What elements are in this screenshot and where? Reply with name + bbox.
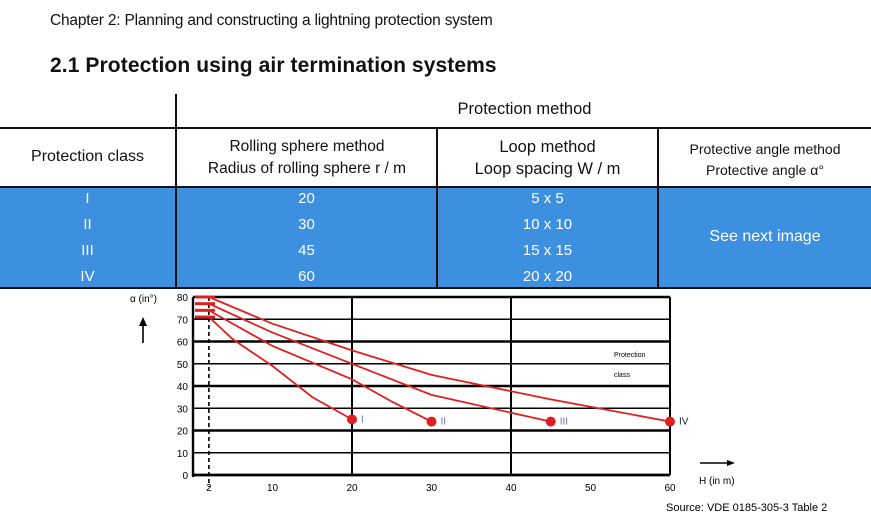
series-line-II: [208, 309, 432, 423]
chart-labels: α (in°) H (in m) Protection class Source…: [130, 294, 827, 514]
header-rolling-title: Rolling sphere method: [229, 138, 385, 155]
series-label: I: [361, 414, 364, 425]
class-start-marker: [195, 315, 215, 319]
radius-cell: 30: [298, 216, 315, 233]
class-cell: II: [83, 216, 92, 233]
class-start-marker: [195, 295, 215, 299]
table-divider: [175, 94, 177, 288]
class-cell: III: [81, 242, 94, 259]
y-tick-label: 80: [177, 293, 189, 304]
series-label: IV: [679, 417, 689, 428]
x-tick-label: 30: [426, 483, 438, 494]
table-divider: [0, 186, 871, 188]
y-tick-label: 60: [177, 338, 189, 349]
header-angle-unit: Protective angle α°: [706, 162, 824, 178]
loop-cell: 15 x 15: [522, 242, 573, 259]
series-line-I: [208, 316, 353, 421]
loop-cell: 5 x 5: [531, 190, 564, 207]
header-angle-title: Protective angle method: [689, 141, 841, 157]
loop-cell: 10 x 10: [522, 216, 573, 233]
legend-title: Protection: [614, 352, 646, 359]
section-title: 2.1 Protection using air termination sys…: [50, 54, 497, 77]
radius-cell: 45: [298, 242, 315, 259]
table-highlight-band: [0, 186, 871, 288]
series-endpoint-I: [347, 414, 357, 425]
series-label: III: [560, 417, 568, 428]
header-loop: Loop method Loop spacing W / m: [438, 137, 657, 179]
y-tick-label: 0: [182, 471, 188, 482]
class-cell: I: [85, 190, 90, 207]
chapter-title: Chapter 2: Planning and constructing a l…: [50, 12, 493, 29]
chart-lines: [195, 295, 675, 427]
class-cell: IV: [80, 268, 95, 285]
y-tick-label: 30: [177, 404, 189, 415]
series-line-IV: [208, 296, 671, 423]
right-arrow-icon: [727, 460, 735, 466]
x-tick-label: 50: [585, 483, 597, 494]
source-note: Source: VDE 0185-305-3 Table 2: [666, 502, 827, 514]
x-tick-label: 2: [206, 483, 212, 494]
class-start-marker: [195, 302, 215, 306]
chart-grid: 0 10 20 30 40 50 60 70 80 2 10 20 30 40 50 60: [139, 293, 735, 494]
series-label: II: [441, 417, 447, 428]
series-endpoint-IV: [665, 416, 675, 427]
header-rolling-unit: Radius of rolling sphere r / m: [207, 160, 407, 177]
x-axis-label: H (in m): [699, 476, 735, 487]
up-arrow-icon: [139, 317, 147, 326]
y-axis-label: α (in°): [130, 294, 157, 305]
radius-cell: 20: [298, 190, 315, 207]
series-line-III: [208, 302, 551, 423]
y-tick-label: 20: [177, 427, 189, 438]
y-tick-label: 40: [177, 382, 189, 393]
table-divider: [436, 128, 438, 288]
group-header: Protection method: [457, 100, 592, 118]
x-tick-label: 60: [664, 483, 676, 494]
series-endpoint-III: [545, 416, 556, 427]
x-tick-label: 20: [346, 483, 358, 494]
radius-cell: 60: [298, 268, 315, 285]
y-tick-label: 10: [177, 449, 189, 460]
x-tick-label: 10: [267, 483, 279, 494]
y-tick-label: 50: [177, 360, 189, 371]
table-divider: [0, 127, 871, 129]
header-rolling-sphere: Rolling sphere method Radius of rolling …: [178, 137, 436, 179]
loop-cell: 20 x 20: [522, 268, 573, 285]
header-protection-class: Protection class: [31, 148, 144, 165]
header-angle: Protective angle method Protective angle…: [659, 139, 871, 180]
series-endpoint-II: [426, 416, 437, 427]
table-divider: [657, 128, 659, 288]
x-tick-label: 40: [505, 483, 517, 494]
angle-note: See next image: [709, 228, 821, 245]
header-loop-unit: Loop spacing W / m: [474, 160, 621, 178]
header-loop-title: Loop method: [499, 138, 596, 156]
class-start-marker: [195, 308, 215, 312]
table-divider: [0, 287, 871, 289]
y-tick-label: 70: [177, 315, 189, 326]
legend-title: class: [614, 372, 630, 379]
